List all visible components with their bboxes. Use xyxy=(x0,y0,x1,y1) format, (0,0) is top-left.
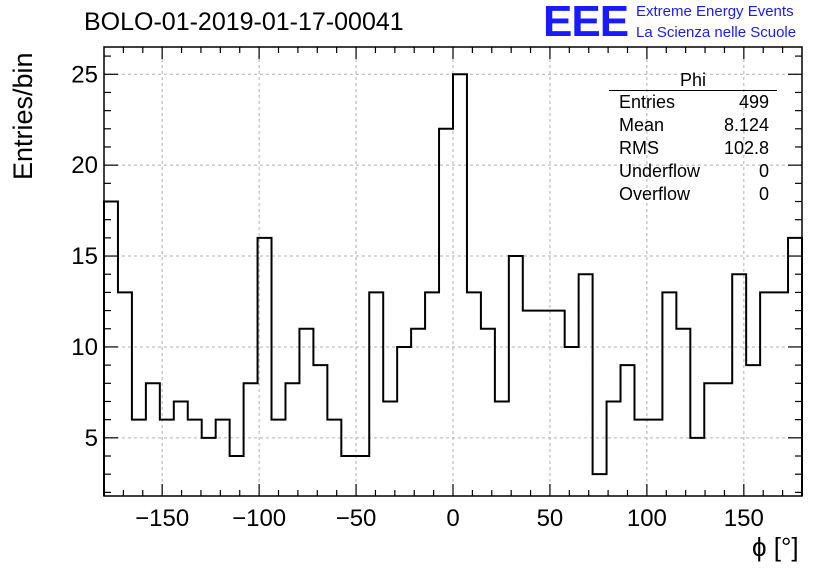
stats-value: 0 xyxy=(758,161,769,181)
histogram-bin xyxy=(341,456,355,496)
histogram-bin xyxy=(411,329,425,496)
stats-box: Phi Entries 499 Mean 8.124 RMS 102.8 Und… xyxy=(609,70,777,206)
histogram-bin xyxy=(425,292,439,496)
x-tick-label: 50 xyxy=(537,505,564,532)
histogram-bin xyxy=(146,383,160,496)
chart-title: BOLO-01-2019-01-17-00041 xyxy=(84,8,404,36)
histogram-bin xyxy=(551,311,565,496)
histogram-bin xyxy=(495,401,509,496)
histogram-bin xyxy=(746,365,760,496)
eee-logo: EEE xyxy=(543,0,629,46)
histogram-bin xyxy=(509,256,523,496)
histogram-bin xyxy=(579,274,593,496)
stats-value: 499 xyxy=(738,92,769,112)
histogram-bin xyxy=(299,329,313,496)
y-tick-label: 20 xyxy=(71,152,98,179)
stats-row-underflow: Underflow 0 xyxy=(609,160,777,183)
histogram-bin xyxy=(732,274,746,496)
histogram-bin xyxy=(355,456,369,496)
histogram-bin xyxy=(718,383,732,496)
histogram-bin xyxy=(523,311,537,496)
histogram-bin xyxy=(676,329,690,496)
histogram-bin xyxy=(607,401,621,496)
x-tick-label: −50 xyxy=(336,505,377,532)
histogram-bin xyxy=(383,401,397,496)
histogram-bin xyxy=(174,401,188,496)
stats-row-rms: RMS 102.8 xyxy=(609,137,777,160)
histogram-bin xyxy=(272,420,286,496)
x-axis-label: ϕ [°] xyxy=(752,532,799,562)
histogram-bin xyxy=(258,238,272,496)
x-tick-label: −100 xyxy=(232,505,286,532)
histogram-bin xyxy=(704,383,718,496)
histogram-bin xyxy=(230,456,244,496)
histogram-bin xyxy=(244,383,258,496)
histogram-bin xyxy=(104,202,118,496)
axes: −150 −100 −50 0 50 100 150 5 10 15 20 25 xyxy=(71,47,802,532)
stats-label: Mean xyxy=(619,115,665,135)
y-tick-label: 10 xyxy=(71,334,98,361)
logo-line-1: Extreme Energy Events xyxy=(636,3,794,20)
histogram-steps xyxy=(103,73,803,496)
histogram-bin xyxy=(369,292,383,496)
y-tick-label: 15 xyxy=(71,243,98,270)
histogram-bin xyxy=(216,420,230,496)
histogram-bin xyxy=(481,329,495,496)
stats-row-overflow: Overflow 0 xyxy=(609,183,777,206)
histogram-bin xyxy=(621,365,635,496)
histogram-bin xyxy=(202,438,216,496)
y-axis-label: Entries/bin xyxy=(8,52,38,180)
histogram-bin xyxy=(397,347,411,496)
stats-label: Overflow xyxy=(619,184,691,204)
x-tick-label: −150 xyxy=(135,505,189,532)
stats-value: 102.8 xyxy=(723,138,769,158)
stats-row-entries: Entries 499 xyxy=(609,91,777,114)
x-tick-label: 150 xyxy=(724,505,764,532)
histogram-bin xyxy=(188,420,202,496)
stats-title: Phi xyxy=(609,70,777,91)
stats-value: 8.124 xyxy=(723,115,769,135)
logo-line-2: La Scienza nelle Scuole xyxy=(636,24,797,41)
stats-label: Underflow xyxy=(619,161,701,181)
stats-value: 0 xyxy=(758,184,769,204)
histogram-bin xyxy=(132,420,146,496)
stats-label: RMS xyxy=(619,138,659,158)
x-tick-label: 0 xyxy=(446,505,459,532)
histogram-bin xyxy=(118,292,132,496)
y-tick-label: 5 xyxy=(85,425,98,452)
x-tick-label: 100 xyxy=(627,505,667,532)
stats-label: Entries xyxy=(619,92,676,112)
histogram-bin xyxy=(690,438,704,496)
histogram-bin xyxy=(662,292,676,496)
histogram-bin xyxy=(565,347,579,496)
histogram-bin xyxy=(453,74,467,496)
histogram-bin xyxy=(327,420,341,496)
stats-row-mean: Mean 8.124 xyxy=(609,114,777,137)
histogram-bin xyxy=(285,383,299,496)
histogram-bin xyxy=(537,311,551,496)
histogram-bin xyxy=(313,365,327,496)
histogram-bin xyxy=(788,238,802,496)
histogram-bin xyxy=(774,292,788,496)
histogram-bin xyxy=(467,292,481,496)
histogram-bin xyxy=(439,129,453,496)
histogram-bin xyxy=(648,420,662,496)
histogram-bin xyxy=(760,292,774,496)
histogram-bin xyxy=(593,474,607,496)
y-tick-label: 25 xyxy=(71,61,98,88)
